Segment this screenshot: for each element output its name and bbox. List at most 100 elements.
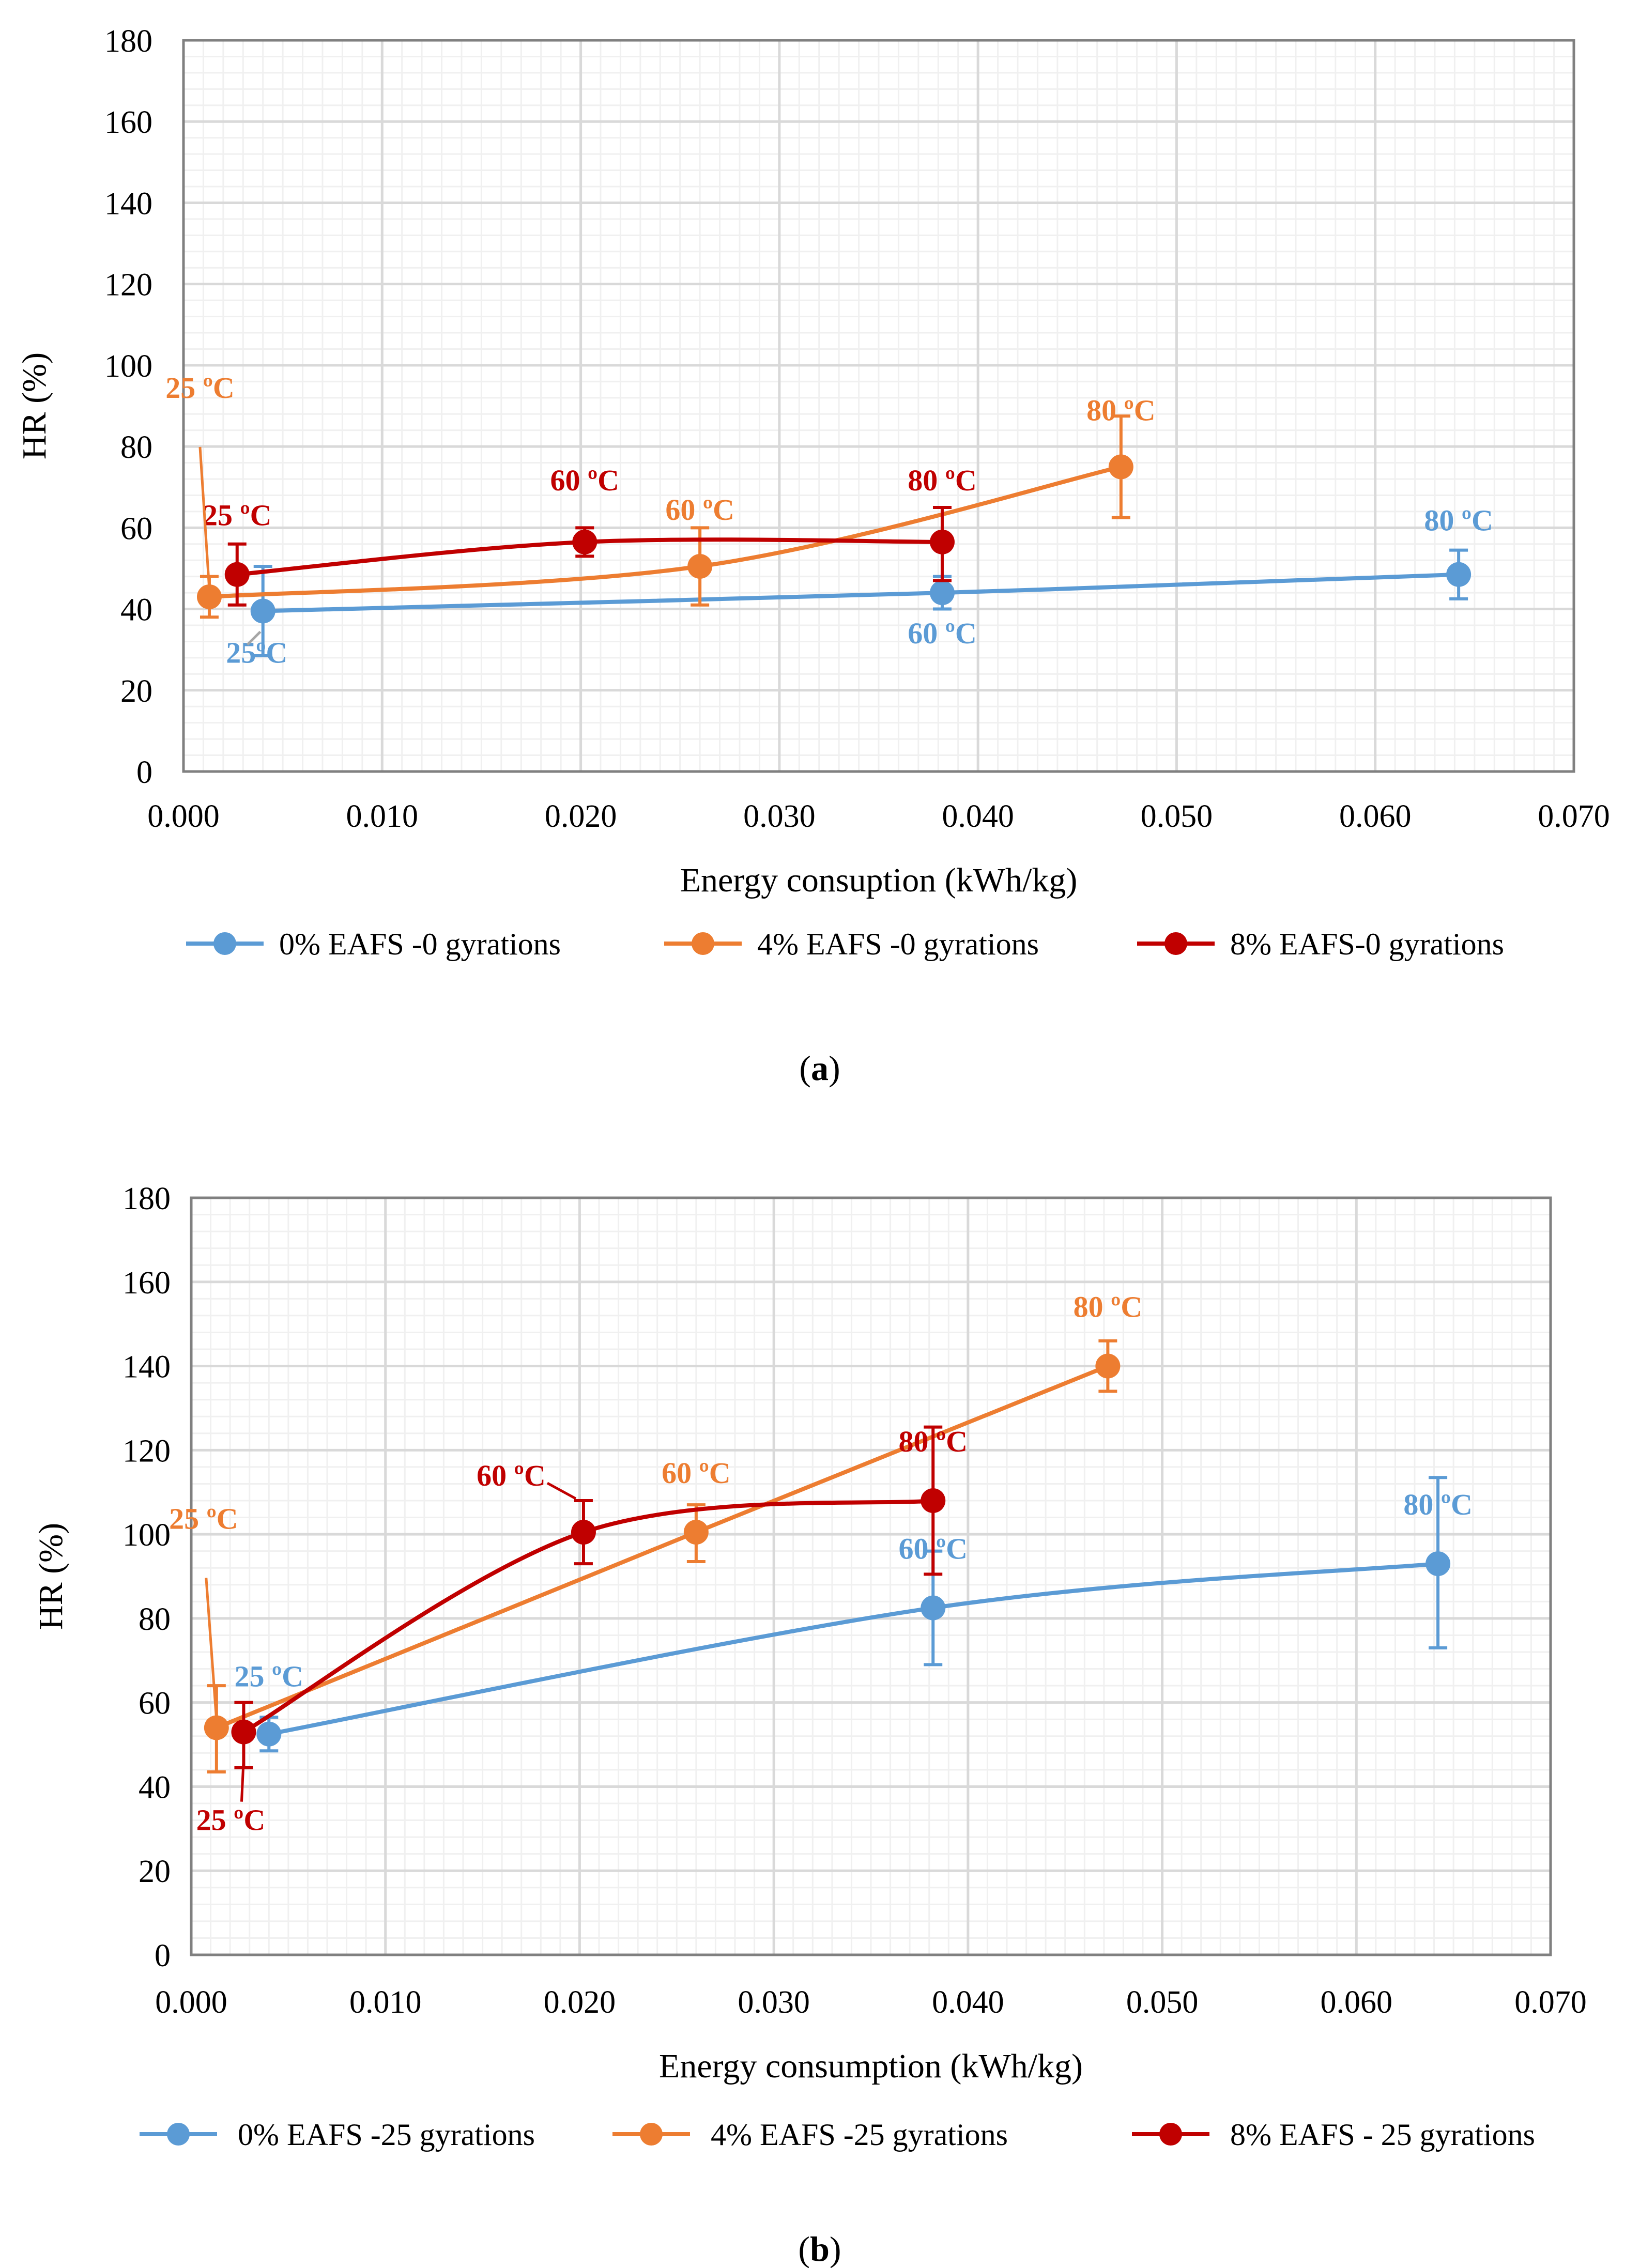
label-leader-line <box>198 446 211 590</box>
y-tick-label: 180 <box>104 24 152 59</box>
legend-marker <box>213 932 236 955</box>
x-tick-label: 0.010 <box>346 799 419 834</box>
y-tick-label: 100 <box>122 1518 171 1553</box>
x-tick-label: 0.030 <box>743 799 816 834</box>
x-axis-title: Energy consuption (kWh/kg) <box>680 861 1078 899</box>
y-tick-label: 80 <box>139 1602 171 1637</box>
minor-grid <box>191 1198 1551 1955</box>
data-point <box>250 598 275 624</box>
legend-label: 0% EAFS -0 gyrations <box>279 927 561 961</box>
legend-label: 0% EAFS -25 gyrations <box>238 2118 535 2152</box>
x-tick-label: 0.050 <box>1141 799 1213 834</box>
y-tick-label: 160 <box>104 105 152 140</box>
x-tick-label: 0.040 <box>932 1985 1004 2020</box>
y-tick-label: 180 <box>122 1181 171 1216</box>
x-axis-title: Energy consumption (kWh/kg) <box>659 2047 1083 2085</box>
legend-label: 4% EAFS -25 gyrations <box>711 2118 1008 2152</box>
data-label: 25ºC <box>226 636 287 669</box>
legend-label: 4% EAFS -0 gyrations <box>757 927 1039 961</box>
data-point <box>204 1715 229 1740</box>
y-tick-label: 120 <box>122 1433 171 1469</box>
data-label: 60 ºC <box>665 493 734 527</box>
y-tick-label: 20 <box>120 674 152 709</box>
x-tick-label: 0.040 <box>942 799 1014 834</box>
x-tick-label: 0.050 <box>1126 1985 1199 2020</box>
legend: 0% EAFS -25 gyrations 4% EAFS -25 gyratio… <box>140 2118 1535 2152</box>
x-tick-label: 0.060 <box>1321 1985 1393 2020</box>
data-point <box>1108 454 1133 480</box>
legend-label: 8% EAFS - 25 gyrations <box>1230 2118 1535 2152</box>
panel-label: (b) <box>798 2229 841 2268</box>
data-label: 80 ºC <box>898 1425 968 1458</box>
data-label: 60 ºC <box>662 1456 731 1490</box>
data-label: 60 ºC <box>908 616 977 650</box>
y-tick-label: 60 <box>139 1686 171 1721</box>
data-point <box>572 529 597 554</box>
label-leader-line <box>240 1757 245 1802</box>
x-tick-label: 0.030 <box>738 1985 810 2020</box>
data-point <box>929 529 955 554</box>
y-tick-label: 160 <box>122 1266 171 1301</box>
plot-area-border <box>182 39 1575 773</box>
y-tick-label: 120 <box>104 268 152 303</box>
series-1: 25 ºC 60 ºC 80 ºC <box>169 1290 1142 1773</box>
chart-panel-a: 0 20 40 60 80 100 120 140 160 180 0.000 0.010 0.020 0… <box>16 24 1610 1088</box>
x-tick-label: 0.020 <box>545 799 617 834</box>
plot-area-border <box>190 1196 1552 1956</box>
data-point <box>921 1488 946 1513</box>
data-label: 80 ºC <box>1424 504 1493 537</box>
data-label: 25 ºC <box>169 1502 238 1536</box>
y-tick-label: 80 <box>120 430 152 465</box>
y-tick-label: 40 <box>120 593 152 628</box>
data-label: 25 ºC <box>235 1660 304 1693</box>
data-label: 80 ºC <box>1403 1488 1473 1521</box>
data-point <box>921 1595 946 1621</box>
data-label: 80 ºC <box>1086 393 1156 427</box>
legend-marker <box>167 2123 190 2146</box>
x-tick-label: 0.000 <box>147 799 220 834</box>
legend: 0% EAFS -0 gyrations 4% EAFS -0 gyrations… <box>186 927 1504 961</box>
data-point <box>196 584 222 609</box>
x-tick-label: 0.000 <box>155 1985 227 2020</box>
data-point <box>256 1721 282 1747</box>
minor-grid <box>183 40 1574 772</box>
x-tick-label: 0.070 <box>1514 1985 1587 2020</box>
data-label: 60 ºC <box>550 464 619 497</box>
major-grid <box>182 39 1575 773</box>
series-line <box>209 465 1122 599</box>
y-tick-label: 60 <box>120 511 152 546</box>
x-tick-label: 0.060 <box>1339 799 1412 834</box>
data-point <box>571 1520 596 1545</box>
series-line <box>216 1364 1109 1730</box>
label-leader-line <box>205 1578 218 1720</box>
series-0: 25ºC 60 ºC 80 ºC <box>226 504 1493 670</box>
y-tick-label: 0 <box>155 1938 171 1973</box>
y-tick-label: 20 <box>139 1854 171 1889</box>
legend-marker <box>1164 932 1187 955</box>
y-tick-label: 40 <box>139 1770 171 1805</box>
data-label: 25 ºC <box>203 499 272 532</box>
y-tick-label: 140 <box>104 186 152 221</box>
data-point <box>929 580 955 606</box>
legend-marker <box>692 932 714 955</box>
x-tick-label: 0.020 <box>544 1985 616 2020</box>
legend-marker <box>640 2123 663 2146</box>
label-leader-line <box>246 630 262 646</box>
data-point <box>231 1719 256 1745</box>
data-label: 25 ºC <box>165 371 235 405</box>
y-tick-label: 100 <box>104 349 152 384</box>
data-label: 80 ºC <box>908 464 977 497</box>
y-tick-label: 0 <box>136 755 152 790</box>
x-tick-label: 0.010 <box>349 1985 422 2020</box>
label-leader-line <box>546 1482 577 1500</box>
series-line <box>268 1562 1438 1736</box>
data-point <box>224 562 250 587</box>
data-point <box>1426 1551 1451 1577</box>
legend-marker <box>1159 2123 1182 2146</box>
y-axis-title: HR (%) <box>16 352 53 459</box>
panel-label: (a) <box>799 1048 840 1088</box>
data-point <box>1446 562 1472 587</box>
series-2: 25 ºC 60 ºC 80 ºC <box>203 464 977 607</box>
